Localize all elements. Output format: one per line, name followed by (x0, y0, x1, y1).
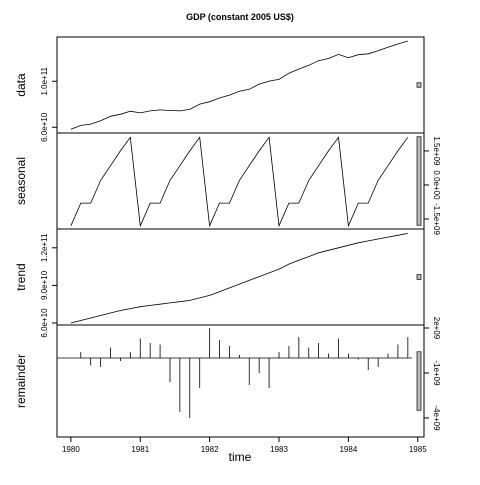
series-line (70, 136, 409, 228)
range-bar (416, 274, 422, 280)
chart-title: GDP (constant 2005 US$) (186, 12, 294, 22)
panel-frame (56, 36, 425, 134)
range-bar (416, 351, 422, 411)
y-tick-label: -4e+09 (432, 405, 441, 431)
series-line (70, 40, 408, 130)
y-tick-label: 9.0e+10 (40, 270, 49, 300)
x-tick-label: 1983 (270, 445, 288, 454)
y-tick-label: 6.0e+10 (40, 112, 49, 142)
y-tick-label: 1.0e+11 (40, 66, 49, 95)
x-tick-label: 1984 (339, 445, 357, 454)
y-tick-label: 1.2e+11 (40, 233, 49, 262)
panel-label: remainder (14, 354, 28, 408)
y-tick-label: -1e+09 (432, 360, 441, 386)
y-tick-label: -1.5e+09 (432, 203, 441, 235)
y-tick-label: 6.0e+10 (40, 308, 49, 338)
range-bar (416, 136, 422, 226)
y-tick-label: 0.0e+00 (432, 170, 441, 200)
panel-frame (56, 132, 425, 230)
y-tick-label: 1.5e+09 (432, 136, 441, 166)
panel-label: trend (14, 263, 28, 290)
y-tick-label: 2e+09 (432, 317, 441, 340)
series-line (70, 233, 408, 324)
panel-frame (56, 228, 425, 326)
panel-label: seasonal (14, 157, 28, 205)
x-tick-label: 1981 (131, 445, 149, 454)
x-tick-label: 1985 (409, 445, 427, 454)
range-bar (416, 82, 422, 88)
x-tick-label: 1982 (201, 445, 219, 454)
x-tick-label: 1980 (62, 445, 80, 454)
panel-frame (56, 324, 425, 438)
panel-label: data (14, 73, 28, 97)
x-axis-label: time (229, 450, 252, 464)
